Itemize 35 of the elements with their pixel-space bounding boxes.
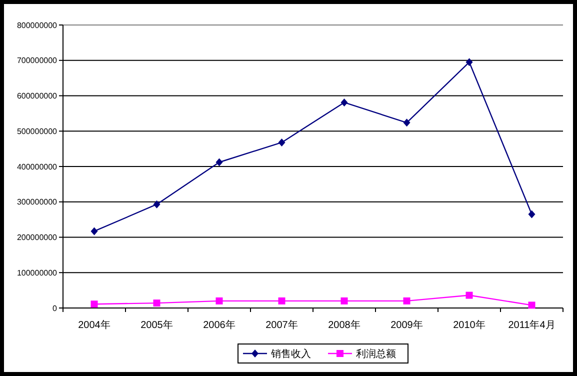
point <box>278 297 286 304</box>
y-tick-label: 500000000 <box>16 126 58 136</box>
x-tick-label: 2004年 <box>78 319 110 331</box>
point <box>216 297 223 304</box>
x-tick-label: 2009年 <box>390 319 423 331</box>
point <box>403 118 410 127</box>
x-tick-label: 2008年 <box>328 319 360 331</box>
point <box>216 158 223 166</box>
point <box>278 138 286 146</box>
point <box>340 98 348 106</box>
point <box>340 297 348 304</box>
y-tick-label: 200000000 <box>16 233 58 242</box>
y-tick-label: 800000000 <box>16 20 58 30</box>
point <box>403 297 410 304</box>
x-tick-label: 2006年 <box>203 319 236 331</box>
point <box>466 292 473 299</box>
point <box>528 302 536 309</box>
y-tick-label: 0 <box>52 304 58 313</box>
y-tick-label: 600000000 <box>16 92 58 101</box>
legend-label: 利润总额 <box>356 348 396 360</box>
x-tick-label: 2010年 <box>453 319 486 331</box>
x-tick-label: 2007年 <box>266 319 298 331</box>
y-tick-label: 400000000 <box>16 162 58 172</box>
point <box>90 300 98 308</box>
y-tick-label: 100000000 <box>16 268 58 278</box>
point <box>90 227 98 236</box>
point <box>466 58 473 66</box>
point <box>153 200 160 208</box>
legend-label: 销售收入 <box>270 348 311 360</box>
x-tick-label: 2005年 <box>140 319 173 331</box>
point <box>528 210 536 218</box>
point <box>153 300 160 307</box>
y-tick-label: 300000000 <box>16 198 58 207</box>
x-tick-label: 2011年4月 <box>508 319 556 331</box>
y-tick-label: 700000000 <box>16 56 58 66</box>
